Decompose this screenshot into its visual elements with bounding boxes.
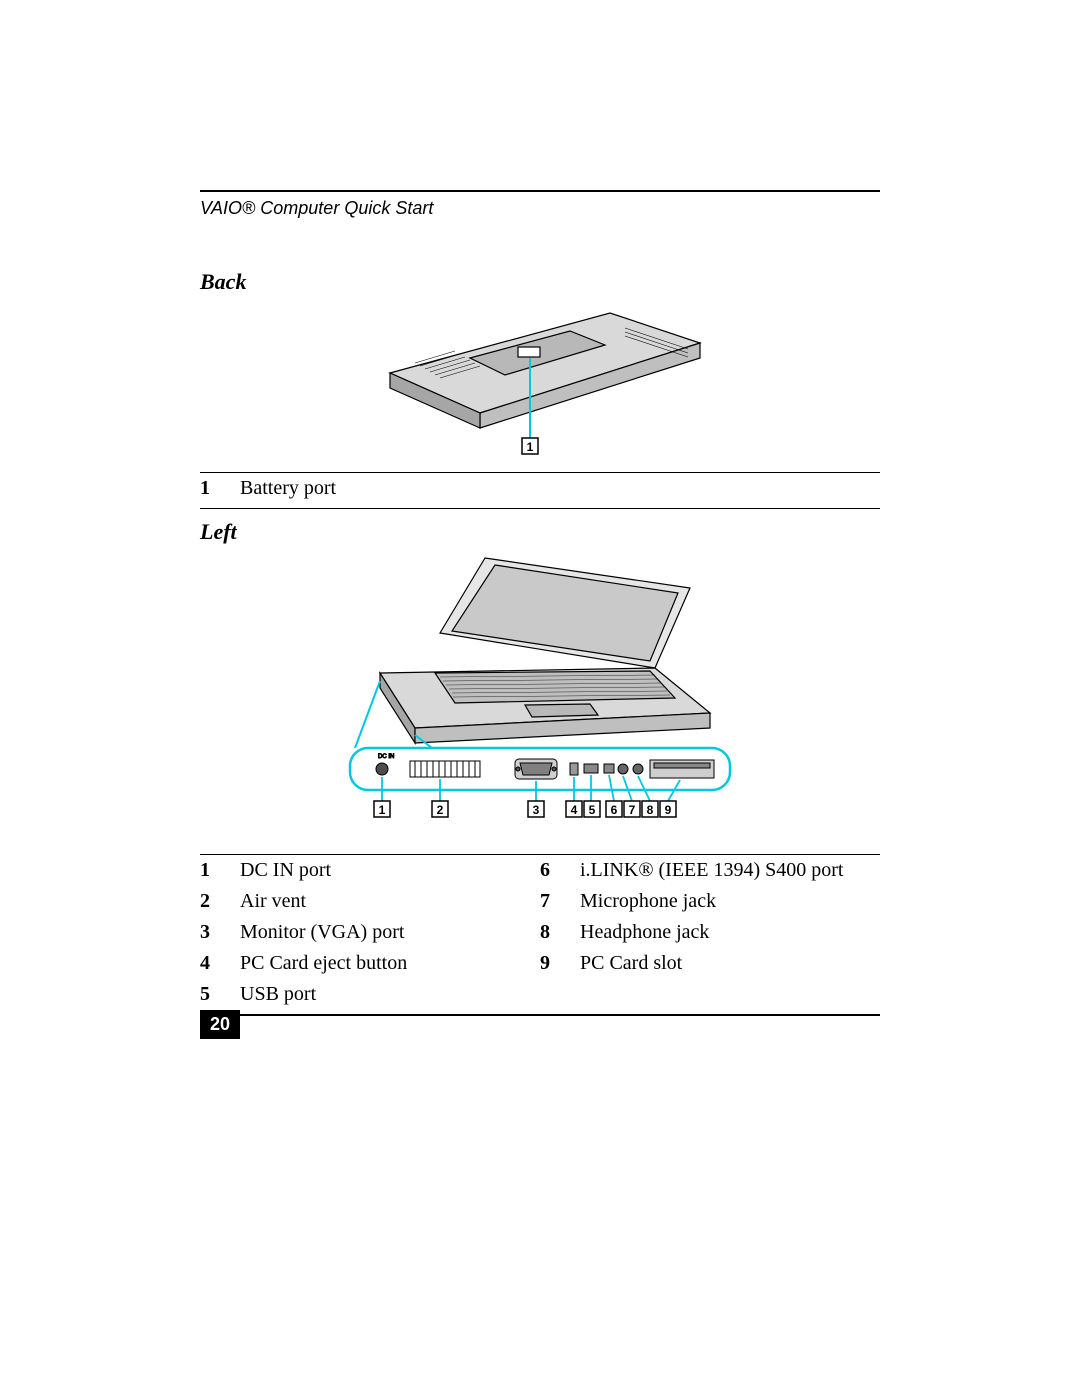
section-title-back: Back xyxy=(200,269,880,295)
page-header: VAIO® Computer Quick Start xyxy=(200,198,880,219)
legend-text: PC Card slot xyxy=(580,952,880,975)
figure-back: 1 xyxy=(200,303,880,468)
legend-text: PC Card eject button xyxy=(240,952,540,975)
legend-text: USB port xyxy=(240,983,540,1006)
svg-text:6: 6 xyxy=(611,803,618,817)
svg-text:3: 3 xyxy=(533,803,540,817)
svg-text:2: 2 xyxy=(437,803,444,817)
svg-text:4: 4 xyxy=(571,803,578,817)
legend-text: Headphone jack xyxy=(580,921,880,944)
legend-num: 9 xyxy=(540,952,580,975)
legend-num: 8 xyxy=(540,921,580,944)
legend-num: 5 xyxy=(200,983,240,1006)
svg-text:9: 9 xyxy=(665,803,672,817)
legend-num: 2 xyxy=(200,890,240,913)
page-bottom-rule xyxy=(200,1014,880,1016)
legend-text: Battery port xyxy=(240,477,880,500)
legend-text: i.LINK® (IEEE 1394) S400 port xyxy=(580,859,880,882)
legend-num: 7 xyxy=(540,890,580,913)
legend-text: Monitor (VGA) port xyxy=(240,921,540,944)
figure-left: DC IN xyxy=(200,553,880,828)
legend-left-table: 1DC IN port 2Air vent 3Monitor (VGA) por… xyxy=(200,855,880,1010)
callout-box: 1 xyxy=(374,801,390,817)
svg-text:1: 1 xyxy=(379,803,386,817)
callout-1-icon: 1 xyxy=(527,440,534,454)
legend-text: DC IN port xyxy=(240,859,540,882)
legend-num: 6 xyxy=(540,859,580,882)
svg-text:DC IN: DC IN xyxy=(378,754,394,760)
svg-text:5: 5 xyxy=(589,803,596,817)
legend-text: Microphone jack xyxy=(580,890,880,913)
legend-num: 1 xyxy=(200,859,240,882)
svg-text:8: 8 xyxy=(647,803,654,817)
legend-back-row: 1 Battery port xyxy=(200,473,880,504)
legend-num: 1 xyxy=(200,477,240,500)
legend-num: 4 xyxy=(200,952,240,975)
legend-num: 3 xyxy=(200,921,240,944)
legend-text: Air vent xyxy=(240,890,540,913)
page-number: 20 xyxy=(200,1010,240,1039)
svg-text:7: 7 xyxy=(629,803,636,817)
section-title-left: Left xyxy=(200,519,880,545)
